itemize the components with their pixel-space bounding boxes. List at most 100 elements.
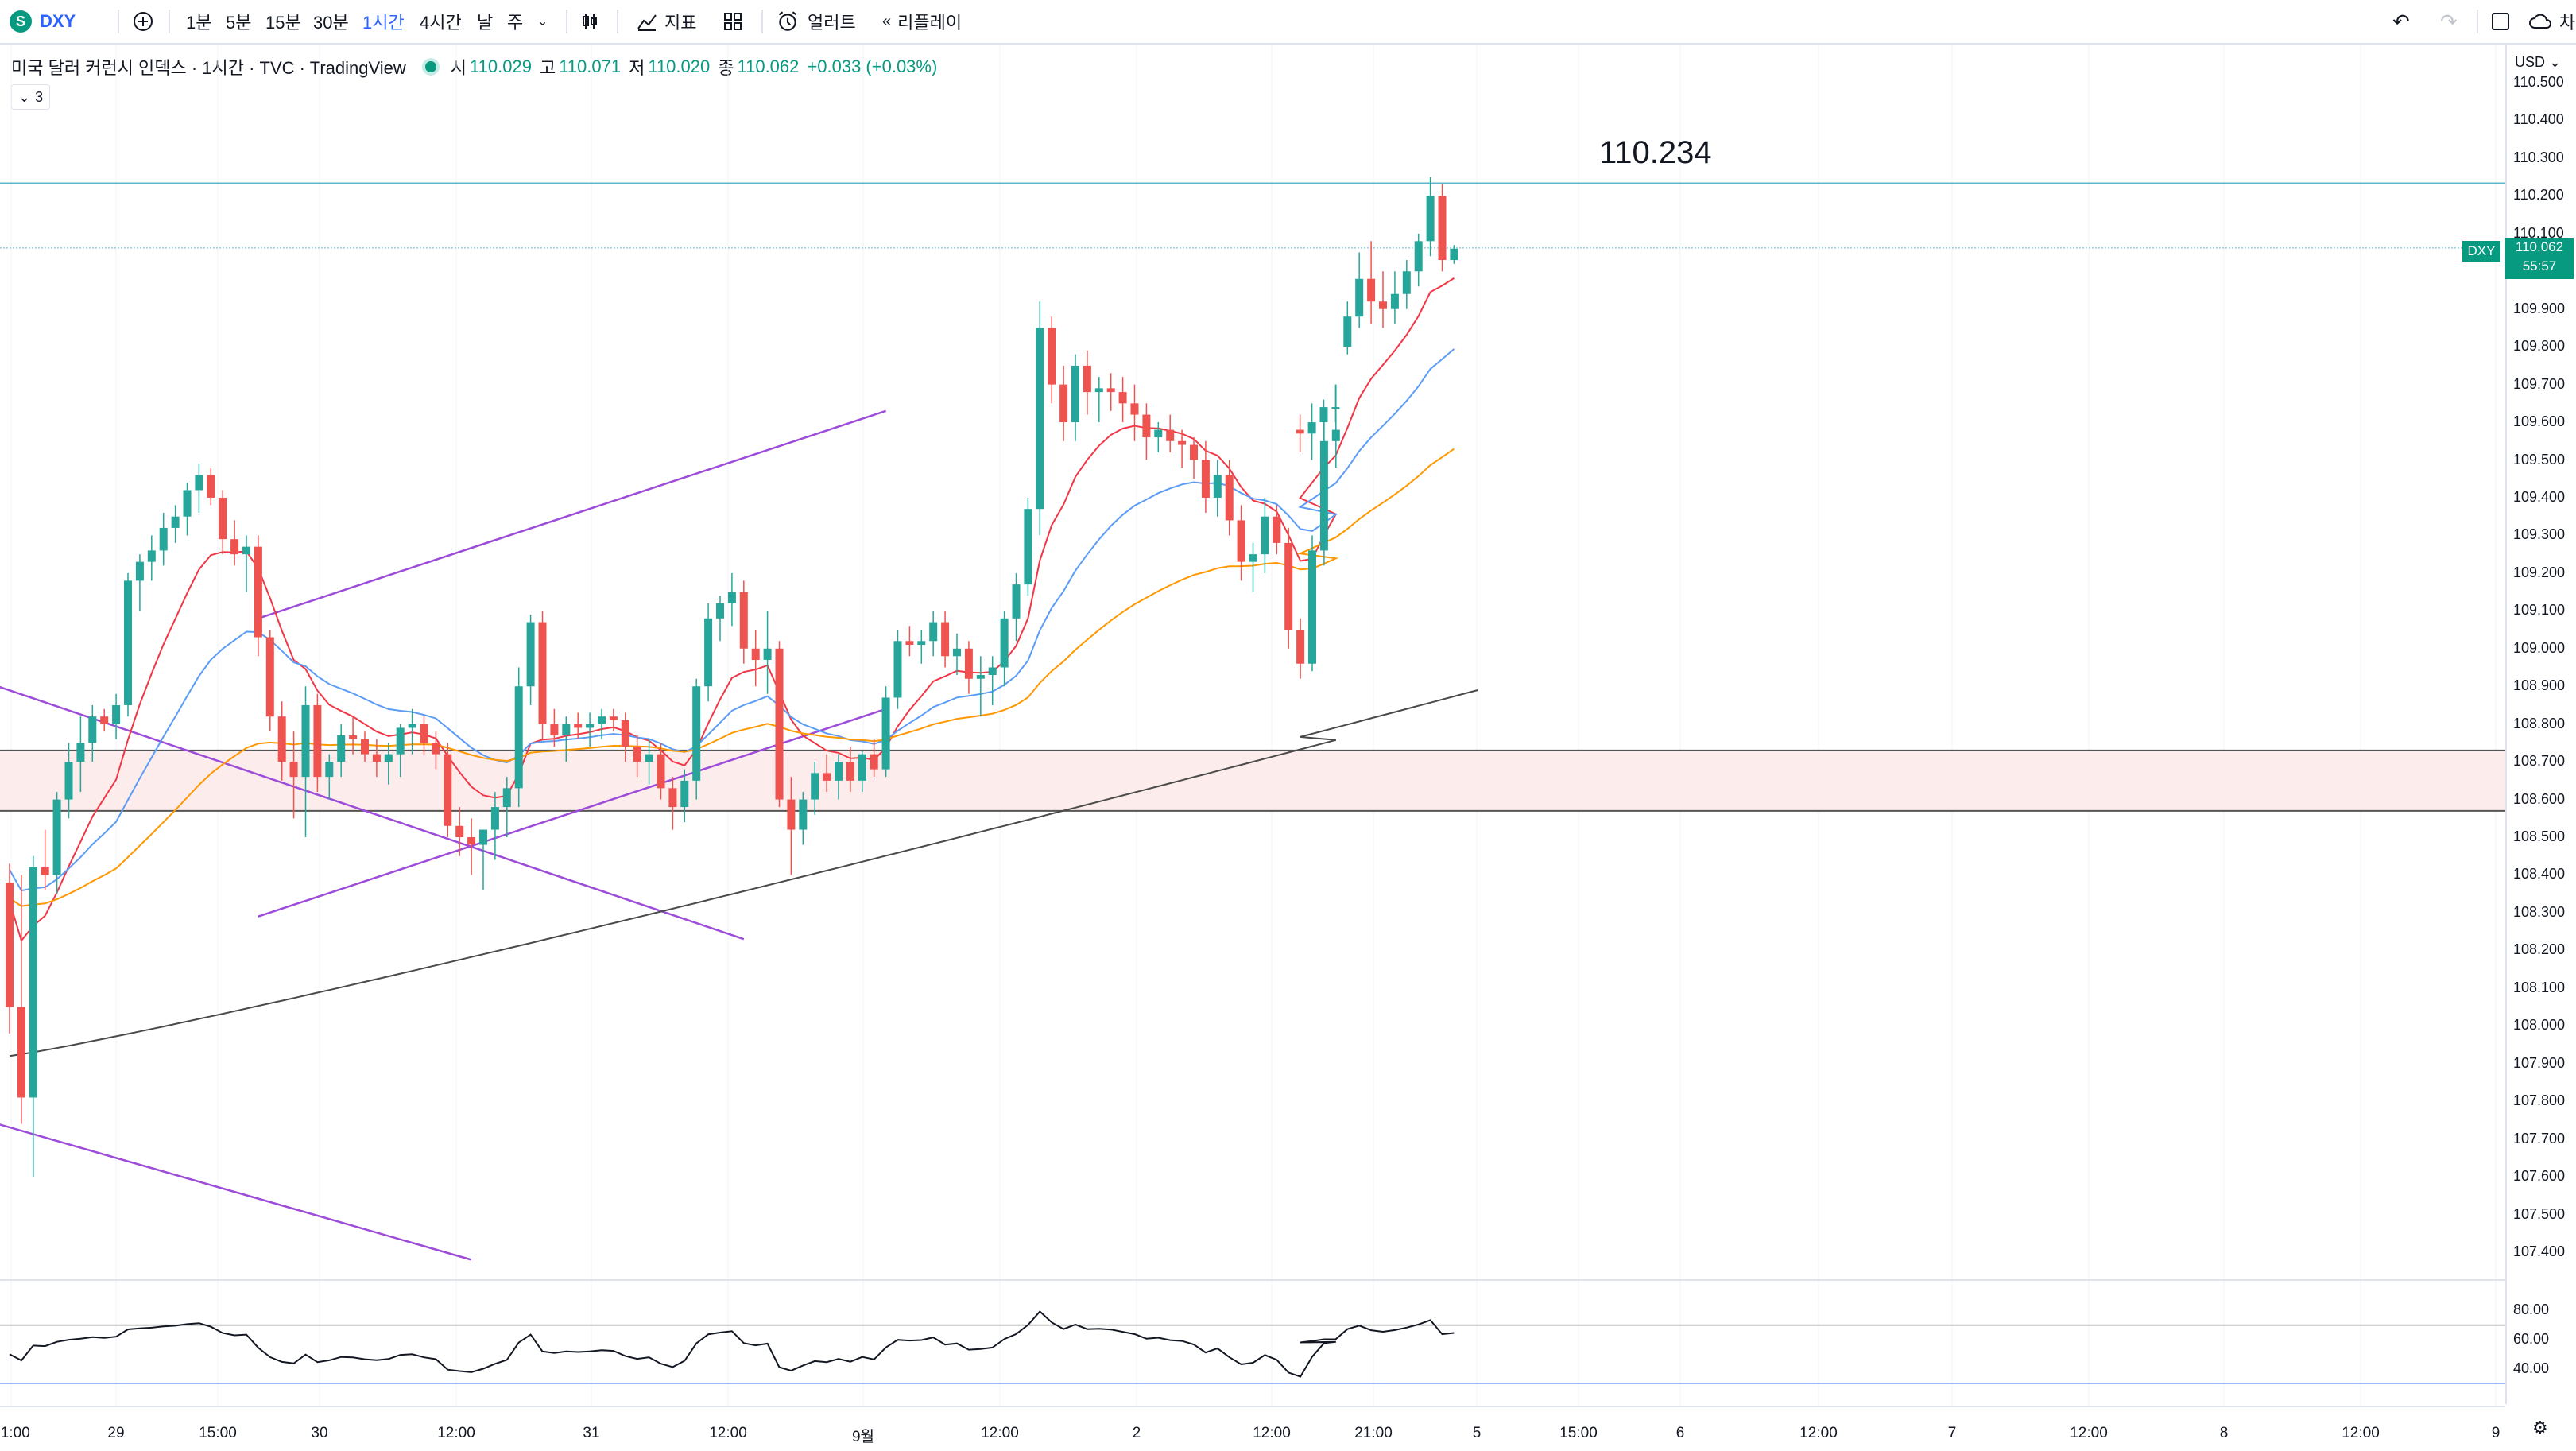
candle-body [384,754,393,762]
candle-body [621,720,629,747]
replay-button[interactable]: « 리플레이 [882,0,962,43]
candle-body [230,539,239,555]
candle-body [1118,392,1127,404]
candle-body [337,735,346,762]
candle-body [17,1007,25,1098]
time-tick: 5 [1472,1425,1482,1441]
alert-label: 얼러트 [808,13,856,33]
grid-layout-icon [724,13,742,30]
candle-body [183,490,192,517]
high-label: 고 [539,58,556,78]
price-tick: 109.600 [2513,413,2566,430]
chart-grid [10,45,2497,1406]
layouts-button[interactable] [722,0,744,43]
candle-body [988,667,997,675]
candle-body [514,686,523,789]
market-status-icon[interactable] [424,61,436,72]
trendline [0,1123,472,1261]
candle-body [171,516,180,528]
candle-body [396,727,405,755]
candle-body [408,724,416,728]
plus-circle-icon [134,12,153,31]
symbol-search[interactable]: S DXY [10,0,76,43]
candle-body [1237,520,1245,562]
price-tick: 109.400 [2513,488,2566,505]
price-tick: 107.500 [2513,1205,2566,1222]
candle-body [6,882,14,1007]
save-cloud-button[interactable]: 차 [2528,0,2575,43]
alert-button[interactable]: 얼러트 [776,0,856,43]
indicators-label: 지표 [664,13,697,33]
chart-title[interactable]: 미국 달러 커런시 인덱스 · 1시간 · TVC · TradingView [11,58,406,78]
undo-icon[interactable]: ↶ [2392,9,2410,33]
candle-body [929,622,938,642]
price-tick: 110.100 [2513,224,2564,241]
candle-body [586,724,595,728]
candle-body [1190,444,1198,460]
candle-body [1307,422,1316,434]
interval-30m[interactable]: 30분 [313,13,349,33]
price-tick: 108.500 [2513,828,2566,845]
price-scale[interactable]: 110.500 110.400 110.300 110.200 110.100110.0… [2505,45,2576,1404]
indicators-button[interactable]: 지표 [636,0,696,43]
price-tick: 109.100 [2513,602,2566,619]
interval-15m[interactable]: 15분 [265,13,301,33]
indicators-collapse-button[interactable]: ⌄ 3 [11,84,51,110]
candle-body [1390,293,1399,309]
high-value: 110.071 [559,56,622,76]
low-value: 110.020 [648,56,711,76]
price-annotation[interactable]: 110.234 [1599,135,1712,170]
current-price-label: DXY 110.062 55:57 [2462,238,2576,279]
candle-body [1296,429,1304,434]
candle-body [751,648,760,661]
rewind-icon: « [882,12,892,30]
fullscreen-button[interactable] [2489,0,2512,43]
time-tick: 12:00 [2342,1425,2380,1441]
time-tick: 31 [583,1425,600,1441]
candle-body [100,716,109,724]
candle-body [1414,241,1423,272]
candle-body [1083,365,1091,393]
price-chart[interactable] [0,0,2505,1406]
ema-long-line [9,689,1478,1057]
settings-gear-icon[interactable]: ⚙ [2532,1417,2548,1437]
candle-body [1379,301,1387,309]
price-tick: 108.600 [2513,790,2566,807]
candle-body [444,754,452,826]
interval-4h[interactable]: 4시간 [420,13,462,33]
time-tick: 12:00 [437,1425,475,1441]
candle-body [1343,316,1352,347]
candle-body [633,747,641,762]
candle-body [858,754,866,781]
interval-week[interactable]: 주 [507,13,524,33]
candle-body [1024,509,1032,585]
chart-legend: 미국 달러 커런시 인덱스 · 1시간 · TVC · TradingView … [11,54,945,80]
candle-body [881,697,890,770]
compare-symbol-button[interactable] [132,0,154,43]
currency-label[interactable]: USD ⌄ [2515,54,2562,70]
interval-1h[interactable]: 1시간 [362,13,405,33]
time-scale[interactable]: 21:00 29 15:00 30 12:00 31 12:00 9월 12:00 2 12:00 2… [0,1406,2505,1451]
time-tick: 12:00 [1799,1425,1838,1441]
candle-body [313,704,322,778]
candle-body [835,762,843,781]
trendlines[interactable] [0,409,886,1261]
interval-5m[interactable]: 5분 [226,13,252,33]
price-tick: 108.100 [2513,979,2566,995]
rsi-line [9,1310,1455,1378]
candle-body [1331,407,1340,409]
price-tick: 107.800 [2513,1092,2566,1109]
interval-day[interactable]: 날 [477,13,494,33]
candle-body [219,497,227,540]
chart-type-button[interactable] [579,0,601,43]
interval-dropdown-chevron-icon[interactable]: ⌄ [537,15,548,29]
candle-body [574,724,583,728]
price-tick: 107.700 [2513,1130,2566,1146]
redo-icon[interactable]: ↷ [2440,9,2458,33]
interval-1m[interactable]: 1분 [186,13,212,33]
rsi-tick: 80.00 [2513,1302,2550,1318]
candle-body [1319,407,1328,423]
candle-body [905,641,914,646]
price-tick: 109.000 [2513,639,2566,656]
candle-body [964,648,973,679]
